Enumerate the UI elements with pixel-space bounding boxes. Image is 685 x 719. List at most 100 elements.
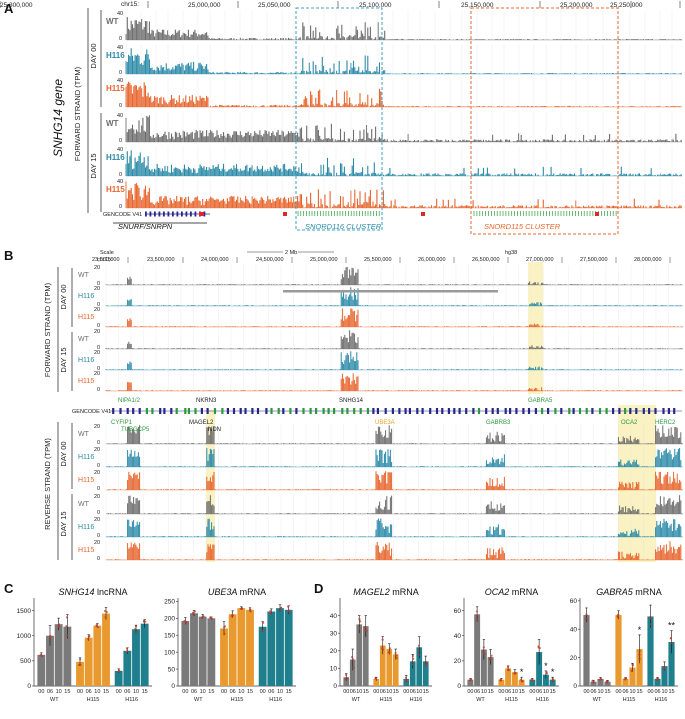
- b-track-signal: [105, 373, 683, 391]
- b-gene-exon: [578, 408, 582, 414]
- b-track-max: 20: [94, 307, 100, 313]
- b-gene-exon: [239, 408, 242, 414]
- chart-x-tick-label: 10: [356, 689, 362, 695]
- chart-point: [475, 610, 478, 613]
- chart-point: [482, 650, 485, 653]
- chart-bar: [349, 659, 356, 686]
- chart-point: [125, 647, 129, 650]
- chart-group-label: H116: [536, 697, 549, 703]
- b-gene-exon: [591, 408, 594, 414]
- chart-point: [103, 609, 107, 613]
- chart-bar: [93, 625, 102, 686]
- a-gene-red-mark: [421, 212, 425, 216]
- b-gene-exon: [359, 408, 362, 414]
- forward-strand-label: FORWARD STRAND (TPM): [73, 66, 82, 161]
- chart-point: [87, 637, 90, 641]
- a-gene-exon: [176, 211, 179, 217]
- a-track-label: H115: [106, 84, 125, 93]
- chart-point: [617, 613, 620, 616]
- a-track-label: H116: [106, 51, 125, 60]
- day15-label: DAY 15: [89, 153, 98, 178]
- b-track-signal: [105, 518, 683, 537]
- chart-point: [351, 656, 354, 659]
- chart-bar: [467, 679, 474, 686]
- b-gene-exon: [662, 408, 665, 414]
- b-chrom-label: chr15:: [97, 257, 113, 263]
- a-track-zero: 0: [119, 204, 122, 210]
- b-gene-exon: [408, 408, 411, 414]
- chart-bar: [37, 654, 46, 686]
- chart-point: [499, 679, 503, 682]
- chart-point: [599, 677, 603, 681]
- chart-significance-star: *: [520, 667, 524, 677]
- chart-x-tick-label: 00: [498, 689, 504, 695]
- b-forward-strand-label: FORWARD STRAND (TPM): [43, 282, 52, 377]
- b-track-max: 20: [94, 424, 100, 430]
- gene-ube3a: UBE3A: [375, 420, 395, 426]
- b-gene-exon: [213, 408, 217, 414]
- chart-point: [191, 611, 195, 614]
- chart-bar: [246, 609, 254, 686]
- chart-point: [586, 618, 589, 621]
- b-gene-exon: [624, 408, 627, 414]
- chart-x-tick-label: 15: [208, 689, 214, 695]
- chart-bar: [549, 679, 556, 686]
- b-track-label: H115: [78, 314, 94, 321]
- chart-point: [585, 613, 588, 616]
- b-gene-exon: [554, 408, 557, 414]
- a-tick-label: 25,050,000: [258, 2, 291, 9]
- b-gene-exon: [642, 408, 645, 414]
- a-gene-exon: [185, 211, 188, 217]
- b-gene-exon: [635, 408, 638, 414]
- chart-point: [262, 621, 265, 624]
- snord115-cluster-label: SNORD115 CLUSTER: [484, 222, 561, 231]
- chart-y-tick-label: 1000: [17, 633, 32, 640]
- chart-x-tick-label: 06: [654, 689, 660, 695]
- chart-point: [95, 624, 98, 628]
- chart-point: [40, 655, 43, 658]
- hg38-label: hg38: [505, 250, 517, 256]
- chart-point: [387, 651, 390, 654]
- chart-point: [344, 677, 347, 681]
- b-gene-exon: [560, 408, 563, 414]
- snurf-snrpn-label: SNURF/SNRPN: [118, 222, 173, 231]
- b-gene-exon: [391, 408, 394, 414]
- chart-point: [662, 667, 666, 670]
- a-tick-label: 25,300,000: [0, 2, 33, 9]
- chart-y-tick-label: 50: [168, 666, 176, 673]
- b-track-max: 20: [94, 371, 100, 377]
- chart-bar: [409, 661, 416, 686]
- b-gene-exon: [491, 408, 494, 414]
- chart-bar: [54, 624, 63, 686]
- b-gene-exon: [132, 408, 135, 414]
- b-track-zero: 0: [97, 387, 100, 393]
- chart-point: [134, 625, 138, 628]
- b-track-label: H116: [78, 454, 94, 461]
- chart-y-tick-label: 20: [454, 658, 462, 665]
- chart-group-label: H116: [125, 697, 138, 703]
- snhg14-gene-title: SNHG14 gene: [51, 79, 65, 157]
- a-track-max: 40: [117, 78, 123, 84]
- chart-x-tick-label: 10: [238, 689, 244, 695]
- chart-bar: [228, 614, 237, 686]
- chart-x-tick-label: 15: [636, 689, 642, 695]
- chart-title-rest: mRNA: [512, 587, 539, 597]
- b-gene-exon: [265, 408, 268, 414]
- b-gene-exon: [465, 408, 468, 414]
- a-tick-label: 25,250,000: [610, 2, 643, 9]
- a-track-label: WT: [106, 17, 119, 26]
- panel-b: B Scale 2 Mb hg38 chr15: 23,000,000 23,50…: [4, 248, 683, 562]
- chart-title: MAGEL2 mRNA: [353, 587, 419, 597]
- chart-x-tick-label: 10: [661, 689, 667, 695]
- chart-point: [638, 653, 641, 656]
- a-track-zero: 0: [119, 138, 122, 144]
- b-gene-exon: [206, 408, 209, 414]
- b-track-label: WT: [78, 336, 90, 343]
- chart-point: [475, 614, 479, 617]
- b-track-zero: 0: [97, 281, 100, 287]
- chart-point: [521, 680, 524, 683]
